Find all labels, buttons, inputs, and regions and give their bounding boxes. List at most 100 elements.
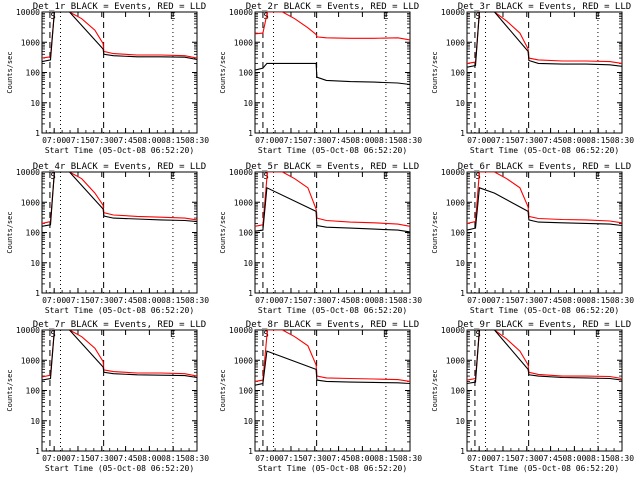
y-axis-label: Counts/sec — [6, 51, 14, 93]
y-tick-label: 1 — [248, 129, 253, 138]
lld-series-line — [467, 172, 622, 224]
start-marker: S — [475, 12, 480, 22]
y-tick-label: 1 — [35, 447, 40, 456]
x-tick-label: 08:00 — [562, 136, 586, 145]
end-marker: E — [595, 330, 600, 340]
start-marker: S — [263, 330, 268, 340]
y-tick-label: 1 — [460, 289, 465, 298]
end-marker: E — [383, 12, 388, 22]
x-tick-label: 08:15 — [161, 296, 185, 305]
x-tick-label: 07:45 — [114, 454, 138, 463]
y-tick-label: 1000 — [234, 38, 253, 47]
x-tick-label: 07:00 — [42, 296, 66, 305]
y-tick-label: 1000 — [234, 356, 253, 365]
plot-frame — [41, 11, 198, 134]
start-marker: S — [50, 12, 55, 22]
x-tick-label: 07:00 — [42, 136, 66, 145]
y-axis-label: Counts/sec — [431, 51, 439, 93]
x-axis-label: Start Time (05-Oct-08 06:52:20) — [470, 306, 619, 315]
y-tick-label: 100 — [451, 387, 466, 396]
x-tick-label: 08:00 — [137, 454, 161, 463]
x-tick-label: 08:15 — [586, 454, 610, 463]
events-series-line — [467, 12, 622, 68]
y-tick-label: 10 — [455, 417, 465, 426]
y-tick-label: 1 — [248, 289, 253, 298]
x-tick-label: 08:30 — [610, 454, 634, 463]
end-marker: E — [595, 172, 600, 182]
y-axis-label: Counts/sec — [431, 369, 439, 411]
x-axis-label: Start Time (05-Oct-08 06:52:20) — [258, 306, 407, 315]
chart-title: Det_8r BLACK = Events, RED = LLD — [246, 320, 419, 330]
x-tick-label: 07:30 — [515, 136, 539, 145]
plot-frame — [466, 11, 623, 134]
x-tick-label: 07:30 — [90, 136, 114, 145]
y-tick-label: 1000 — [21, 38, 40, 47]
lld-series-line — [467, 12, 622, 64]
x-tick-label: 07:00 — [467, 454, 491, 463]
y-tick-label: 10000 — [229, 8, 253, 17]
x-tick-label: 07:00 — [467, 136, 491, 145]
events-series-line — [42, 330, 197, 381]
x-tick-label: 07:00 — [255, 136, 279, 145]
x-tick-label: 07:15 — [491, 296, 515, 305]
lld-series-line — [467, 330, 622, 381]
events-series-line — [255, 186, 410, 233]
panel-9: Det_9r BLACK = Events, RED = LLD Counts/s… — [431, 320, 634, 473]
x-tick-label: 08:15 — [586, 136, 610, 145]
x-tick-label: 08:00 — [137, 136, 161, 145]
chart-title: Det_5r BLACK = Events, RED = LLD — [246, 162, 419, 172]
y-tick-label: 10 — [30, 417, 40, 426]
lld-series-line — [255, 12, 410, 41]
x-tick-label: 07:30 — [303, 136, 327, 145]
plot-frame — [254, 11, 411, 134]
x-tick-label: 08:15 — [374, 136, 398, 145]
chart-title: Det_2r BLACK = Events, RED = LLD — [246, 2, 419, 12]
y-tick-label: 10000 — [441, 168, 465, 177]
x-tick-label: 08:30 — [185, 454, 209, 463]
start-marker: S — [263, 172, 268, 182]
lld-series-line — [255, 330, 410, 382]
chart-title: Det_6r BLACK = Events, RED = LLD — [458, 162, 631, 172]
panel-5: Det_5r BLACK = Events, RED = LLD Counts/s… — [219, 162, 422, 315]
x-tick-label: 08:00 — [350, 296, 374, 305]
panel-3: Det_3r BLACK = Events, RED = LLD Counts/s… — [431, 2, 634, 155]
x-axis-label: Start Time (05-Oct-08 06:52:20) — [45, 464, 194, 473]
y-tick-label: 100 — [451, 69, 466, 78]
x-tick-label: 07:30 — [515, 454, 539, 463]
x-tick-label: 07:15 — [491, 136, 515, 145]
x-tick-label: 08:30 — [398, 136, 422, 145]
x-tick-label: 08:00 — [562, 296, 586, 305]
x-tick-label: 07:00 — [467, 296, 491, 305]
x-tick-label: 08:00 — [137, 296, 161, 305]
events-series-line — [255, 62, 410, 86]
x-axis-label: Start Time (05-Oct-08 06:52:20) — [45, 146, 194, 155]
x-tick-label: 07:30 — [90, 296, 114, 305]
end-marker: E — [170, 330, 175, 340]
end-marker: E — [595, 12, 600, 22]
x-tick-label: 07:45 — [327, 296, 351, 305]
y-axis-label: Counts/sec — [219, 211, 227, 253]
y-tick-label: 10000 — [16, 8, 40, 17]
y-tick-label: 1000 — [21, 198, 40, 207]
panel-6: Det_6r BLACK = Events, RED = LLD Counts/s… — [431, 162, 634, 315]
x-tick-label: 08:00 — [350, 454, 374, 463]
lld-series-line — [42, 172, 197, 224]
y-tick-label: 100 — [26, 69, 41, 78]
y-axis-label: Counts/sec — [219, 369, 227, 411]
events-series-line — [467, 187, 622, 231]
x-axis-label: Start Time (05-Oct-08 06:52:20) — [258, 464, 407, 473]
y-tick-label: 1000 — [234, 198, 253, 207]
x-tick-label: 07:45 — [539, 296, 563, 305]
chart-title: Det_3r BLACK = Events, RED = LLD — [458, 2, 631, 12]
y-tick-label: 10000 — [229, 326, 253, 335]
x-tick-label: 08:15 — [161, 136, 185, 145]
y-tick-label: 1000 — [21, 356, 40, 365]
lld-series-line — [42, 12, 197, 59]
plot-frame — [254, 171, 411, 294]
start-marker: S — [475, 172, 480, 182]
x-tick-label: 07:15 — [66, 136, 90, 145]
y-tick-label: 10 — [455, 99, 465, 108]
start-marker: S — [475, 330, 480, 340]
x-tick-label: 07:45 — [539, 136, 563, 145]
x-tick-label: 07:15 — [66, 454, 90, 463]
